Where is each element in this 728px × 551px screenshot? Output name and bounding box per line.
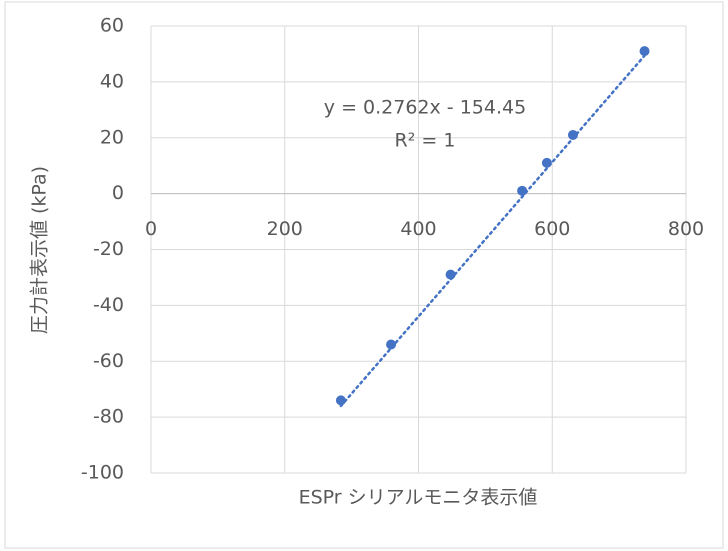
x-tick-label: 600 xyxy=(534,218,570,240)
trendline-r-squared: R² = 1 xyxy=(395,130,456,152)
x-tick-label: 200 xyxy=(267,218,303,240)
data-point xyxy=(639,46,650,57)
data-point xyxy=(386,339,397,350)
data-point xyxy=(335,395,346,406)
y-tick-label: 20 xyxy=(100,126,124,148)
data-point xyxy=(541,157,552,168)
x-tick-label: 400 xyxy=(400,218,436,240)
data-point xyxy=(567,129,578,140)
y-tick-label: -80 xyxy=(93,406,124,428)
y-tick-label: -40 xyxy=(93,294,124,316)
chart-frame xyxy=(4,1,724,549)
trendline-equation: y = 0.2762x - 154.45 xyxy=(324,97,526,119)
y-tick-label: 40 xyxy=(100,70,124,92)
data-point xyxy=(517,185,528,196)
x-tick-label: 800 xyxy=(668,218,704,240)
y-tick-label: -100 xyxy=(81,462,124,484)
data-point xyxy=(445,269,456,280)
y-tick-label: -60 xyxy=(93,350,124,372)
y-tick-label: -20 xyxy=(93,238,124,260)
y-tick-label: 0 xyxy=(112,182,124,204)
y-axis-label: 圧力計表示値 (kPa) xyxy=(29,166,51,334)
x-tick-label: 0 xyxy=(145,218,157,240)
y-tick-label: 60 xyxy=(100,15,124,37)
x-axis-label: ESPr シリアルモニタ表示値 xyxy=(299,487,538,509)
